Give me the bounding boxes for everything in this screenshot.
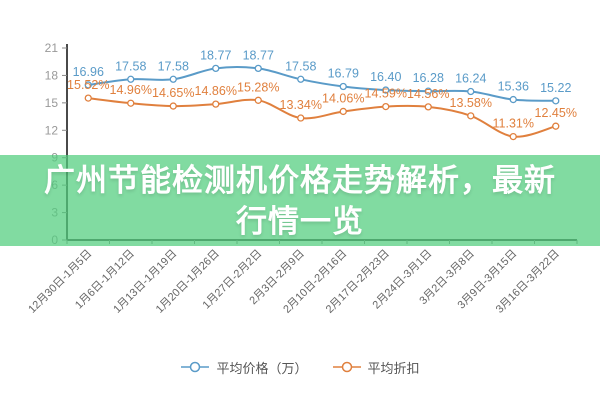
data-point: [509, 95, 517, 104]
data-label: 13.34%: [280, 98, 322, 112]
data-label: 14.06%: [322, 91, 364, 105]
data-point: [127, 75, 135, 83]
data-point: [509, 132, 517, 141]
legend-item-1[interactable]: 平均折扣: [332, 358, 420, 377]
data-label: 18.77: [200, 48, 231, 62]
data-label: 17.58: [285, 59, 316, 73]
title-banner: 广州节能检测机价格走势解析，最新行情一览: [0, 155, 600, 246]
data-label: 16.40: [370, 70, 401, 84]
data-point: [467, 112, 475, 120]
data-point: [297, 114, 305, 122]
data-label: 11.31%: [493, 117, 534, 131]
data-label: 15.28%: [237, 80, 279, 94]
data-label: 12.45%: [535, 106, 577, 120]
data-point: [254, 64, 262, 73]
page-title: 广州节能检测机价格走势解析，最新行情一览: [44, 162, 556, 239]
data-label: 14.56%: [407, 87, 449, 101]
data-label: 17.58: [115, 59, 146, 73]
chart-legend: 平均价格（万） 平均折扣: [0, 355, 600, 379]
data-label: 16.79: [328, 66, 359, 80]
data-label: 16.24: [455, 72, 486, 86]
data-point: [467, 87, 475, 96]
data-label: 16.28: [413, 71, 444, 85]
data-point: [552, 122, 560, 130]
data-point: [212, 100, 220, 108]
data-label: 15.52%: [67, 78, 109, 92]
data-label: 14.86%: [195, 84, 237, 98]
legend-label: 平均折扣: [367, 360, 420, 376]
y-tick-label: 18: [45, 68, 59, 82]
data-point: [339, 82, 347, 91]
legend-item-0[interactable]: 平均价格（万）: [180, 358, 308, 377]
data-point: [212, 64, 220, 73]
y-tick-label: 15: [45, 96, 59, 110]
data-label: 15.22: [540, 81, 571, 95]
legend-line-circle-icon: [332, 361, 361, 373]
data-point: [84, 81, 92, 89]
data-point: [382, 102, 390, 111]
data-point: [127, 99, 135, 107]
data-point: [382, 86, 390, 94]
y-tick-label: 12: [45, 123, 59, 137]
data-point: [169, 75, 177, 83]
data-label: 17.58: [158, 59, 189, 73]
data-label: 18.77: [243, 48, 274, 62]
legend-line-circle-icon: [181, 361, 210, 373]
data-point: [169, 102, 177, 110]
data-label: 16.96: [73, 65, 104, 79]
data-label: 13.58%: [450, 96, 492, 110]
data-point: [424, 103, 432, 111]
data-label: 14.96%: [110, 83, 152, 97]
data-point: [339, 107, 347, 116]
data-label: 14.59%: [365, 87, 407, 101]
legend-label: 平均价格（万）: [216, 360, 308, 376]
data-point: [297, 75, 305, 83]
data-point: [424, 87, 432, 95]
y-tick-label: 21: [45, 41, 59, 55]
data-point: [254, 96, 262, 104]
data-label: 14.65%: [152, 86, 194, 100]
data-label: 15.36: [498, 80, 529, 94]
data-point: [84, 94, 92, 102]
data-point: [552, 97, 560, 105]
